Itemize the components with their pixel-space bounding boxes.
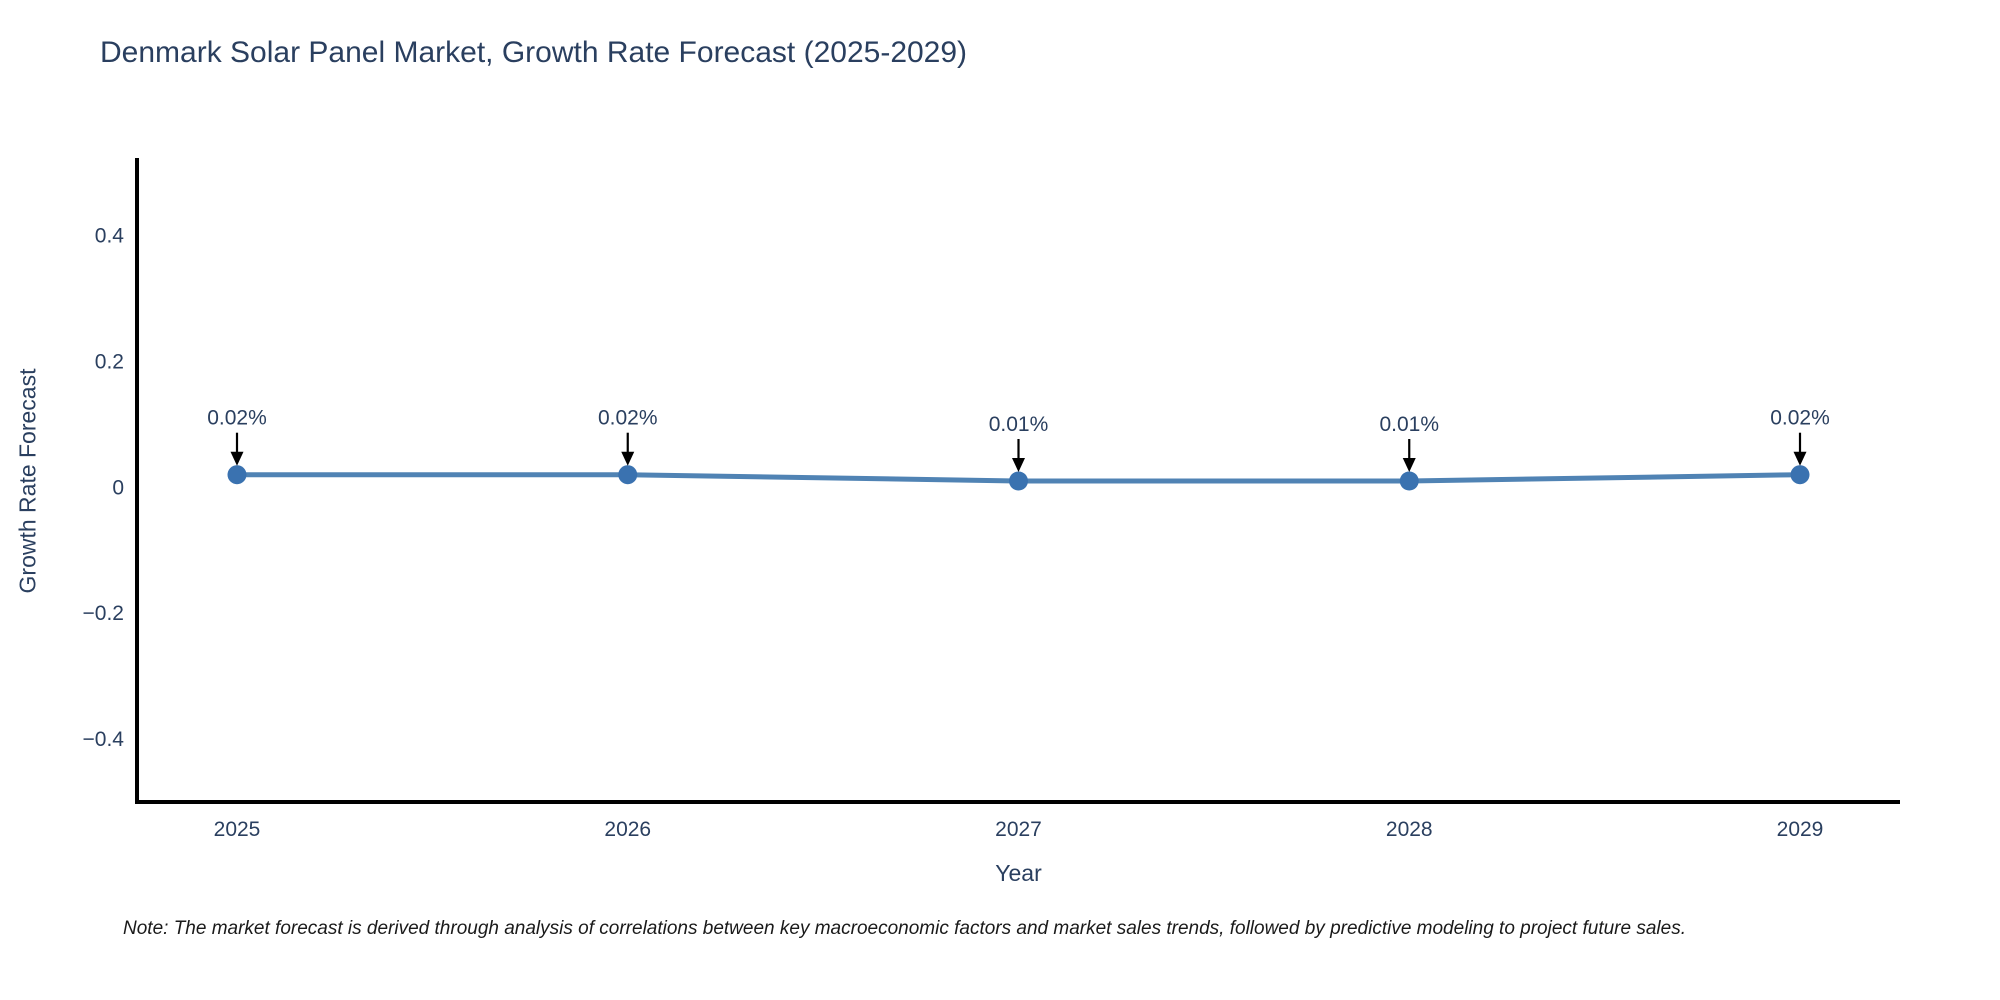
annotation-label: 0.01%	[989, 413, 1049, 436]
x-tick-label: 2025	[214, 818, 261, 841]
annotation-arrow-head	[1402, 458, 1416, 472]
x-tick-label: 2026	[604, 818, 651, 841]
y-axis-title: Growth Rate Forecast	[14, 368, 41, 594]
data-point-2027	[1009, 471, 1028, 491]
annotation-label: 0.02%	[598, 407, 658, 430]
annotation-arrow-head	[621, 451, 635, 466]
y-tick-label: 0.4	[95, 225, 125, 248]
y-tick-label: −0.2	[83, 602, 124, 625]
data-point-2029	[1790, 465, 1810, 485]
x-tick-label: 2028	[1386, 818, 1433, 841]
annotation-label: 0.02%	[207, 407, 267, 430]
annotation-arrow-head	[1012, 458, 1025, 472]
x-tick-label: 2027	[995, 818, 1042, 841]
footnote: Note: The market forecast is derived thr…	[123, 918, 1686, 939]
annotation-arrow-head	[230, 451, 244, 466]
y-tick-label: 0	[112, 476, 124, 499]
x-axis-title: Year	[995, 860, 1042, 886]
annotation-arrow-head	[1793, 451, 1807, 466]
y-tick-label: 0.2	[95, 350, 124, 373]
data-point-2028	[1399, 471, 1419, 491]
y-tick-label: −0.4	[83, 728, 125, 751]
data-point-2026	[618, 465, 638, 485]
data-point-2025	[227, 465, 247, 485]
chart-title: Denmark Solar Panel Market, Growth Rate …	[100, 36, 968, 69]
x-tick-label: 2029	[1777, 818, 1824, 841]
annotation-label: 0.02%	[1770, 407, 1830, 430]
annotation-label: 0.01%	[1379, 413, 1439, 436]
